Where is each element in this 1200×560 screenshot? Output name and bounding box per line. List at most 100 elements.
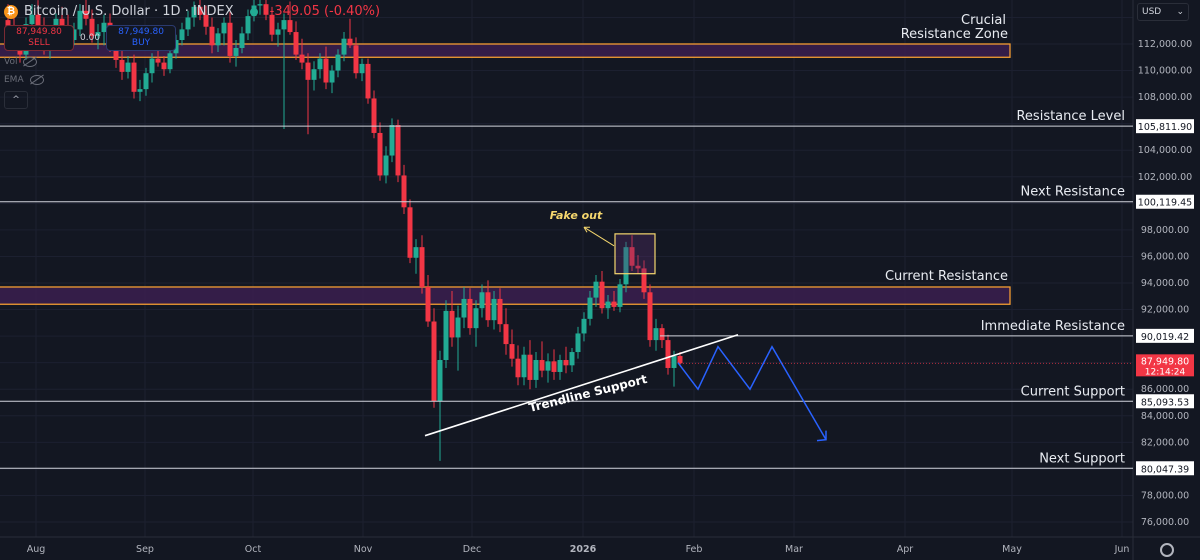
level-price-tag — [1136, 328, 1194, 343]
candle-body — [155, 58, 161, 63]
price-axis-label: 84,000.00 — [1141, 411, 1189, 422]
candle-body — [311, 69, 317, 80]
candle-body — [59, 18, 65, 27]
level-price-tag-text: 85,093.53 — [1141, 397, 1189, 408]
level-label: Next Resistance — [1021, 185, 1125, 200]
level-price-tag — [1136, 194, 1194, 209]
candle-body — [89, 18, 95, 37]
candle-body — [527, 354, 533, 380]
candle-body — [587, 297, 593, 319]
candle-body — [545, 361, 551, 371]
candle-body — [617, 284, 623, 307]
indicator-vol[interactable]: Vol — [4, 57, 38, 67]
level-price-tag-text: 105,811.90 — [1138, 122, 1192, 133]
candle-body — [347, 38, 353, 46]
zone-label-line1: Crucial — [961, 13, 1006, 28]
candle-body — [515, 358, 521, 378]
candle-body — [629, 247, 635, 266]
candle-body — [407, 207, 413, 258]
candle-body — [461, 298, 467, 318]
price-axis-label: 108,000.00 — [1138, 92, 1192, 103]
candle-body — [203, 14, 209, 27]
candle-body — [677, 356, 683, 364]
buy-button[interactable]: 87,949.80 BUY — [106, 25, 177, 51]
time-axis-label: Jun — [1114, 544, 1130, 555]
price-axis-label: 92,000.00 — [1141, 305, 1189, 316]
level-label: Immediate Resistance — [981, 319, 1125, 334]
level-price-tag-text: 90,019.42 — [1141, 332, 1189, 343]
candle-body — [413, 247, 419, 258]
price-axis-label: 86,000.00 — [1141, 384, 1189, 395]
candle-body — [665, 340, 671, 368]
candle-body — [161, 62, 167, 70]
indicator-vol-label: Vol — [4, 57, 18, 67]
candle-body — [305, 62, 311, 80]
candle-body — [437, 360, 443, 402]
candle-body — [659, 328, 665, 341]
sell-price: 87,949.80 — [16, 27, 62, 37]
projection-arrow-head-icon — [816, 430, 827, 442]
candle-body — [263, 4, 269, 15]
candle-body — [575, 333, 581, 353]
candle-body — [419, 247, 425, 287]
currency-select[interactable]: USD ⌄ — [1137, 3, 1189, 21]
indicator-ema-label: EMA — [4, 75, 24, 85]
time-axis-label: Sep — [136, 544, 154, 555]
candle-body — [611, 301, 617, 307]
candle-body — [449, 310, 455, 338]
candle-body — [329, 70, 335, 83]
candle-body — [71, 29, 77, 41]
candle-body — [479, 292, 485, 309]
candle-body — [623, 247, 629, 285]
candle-body — [533, 360, 539, 380]
eye-hidden-icon[interactable] — [29, 75, 44, 85]
trade-panel: 87,949.80 SELL 0.00 87,949.80 BUY — [4, 25, 177, 51]
candle-body — [299, 54, 305, 63]
time-axis-label: Feb — [686, 544, 703, 555]
fake-out-arrow — [583, 226, 615, 247]
indicator-ema[interactable]: EMA — [4, 75, 44, 85]
candle-body — [641, 268, 647, 293]
candle-body — [293, 32, 299, 55]
bitcoin-coin-icon: ₿ — [4, 4, 18, 19]
candle-body — [287, 20, 293, 33]
buy-label: BUY — [131, 38, 151, 48]
settings-gear-icon[interactable] — [1160, 543, 1174, 557]
collapse-indicators-button[interactable]: ^ — [4, 91, 28, 109]
symbol-header: ₿ Bitcoin / U.S. Dollar · 1D · INDEX -34… — [4, 4, 380, 19]
candle-body — [77, 10, 83, 30]
candle-body — [497, 298, 503, 325]
candle-body — [605, 301, 611, 309]
fake-out-label: Fake out — [550, 209, 603, 222]
candle-body — [269, 14, 275, 35]
candle-body — [371, 98, 377, 133]
level-price-tag-text: 80,047.39 — [1141, 464, 1189, 475]
candle-body — [389, 124, 395, 156]
candle-body — [557, 360, 563, 372]
candle-body — [485, 292, 491, 321]
price-axis-label: 102,000.00 — [1138, 172, 1192, 183]
price-axis-label: 94,000.00 — [1141, 278, 1189, 289]
candle-body — [599, 281, 605, 309]
level-price-tag — [1136, 119, 1194, 134]
sell-button[interactable]: 87,949.80 SELL — [4, 25, 74, 51]
eye-hidden-icon[interactable] — [23, 57, 38, 67]
candle-body — [467, 298, 473, 329]
price-axis-label: 110,000.00 — [1138, 66, 1192, 77]
candle-body — [185, 17, 191, 30]
candle-body — [635, 265, 641, 269]
sell-label: SELL — [28, 38, 50, 48]
candle-body — [227, 22, 233, 56]
symbol-title[interactable]: Bitcoin / U.S. Dollar · 1D · INDEX — [24, 4, 234, 19]
price-axis-label: 76,000.00 — [1141, 517, 1189, 528]
candle-body — [167, 53, 173, 70]
candle-body — [335, 54, 341, 71]
candle-body — [491, 298, 497, 321]
current-price-value: 87,949.80 — [1141, 356, 1189, 367]
buy-price: 87,949.80 — [118, 27, 164, 37]
candle-body — [383, 155, 389, 176]
level-label: Resistance Level — [1016, 109, 1125, 124]
candle-body — [377, 132, 383, 176]
